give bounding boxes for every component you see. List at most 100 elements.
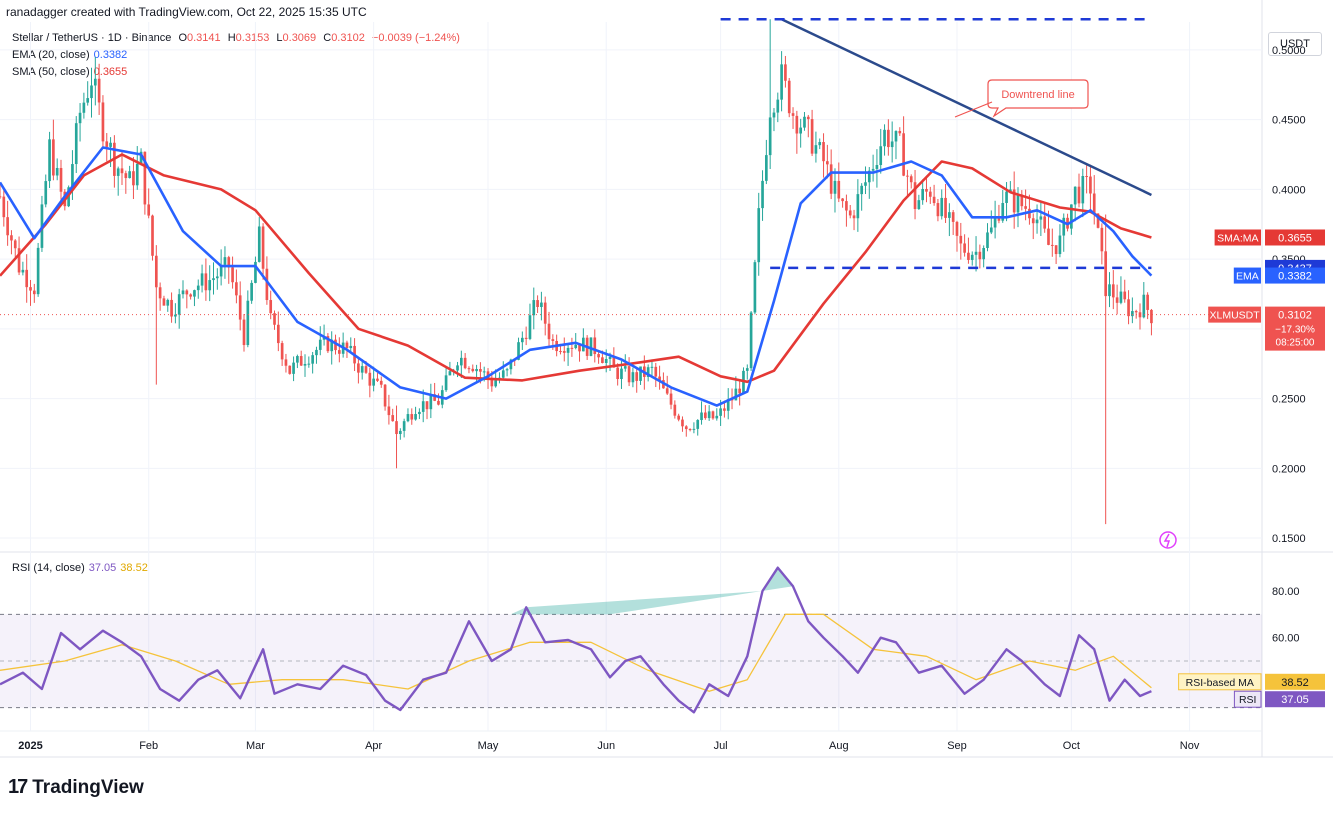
- candle-body: [665, 388, 669, 394]
- rsi-label-tag-text: RSI-based MA: [1186, 677, 1254, 689]
- candle-body: [154, 255, 158, 288]
- candle-body: [639, 366, 642, 381]
- candle-body: [883, 129, 886, 147]
- high-label: H: [227, 32, 236, 44]
- candle-body: [284, 359, 288, 366]
- candle-body: [528, 315, 532, 339]
- candle-body: [1108, 284, 1111, 297]
- rsi-label-box: [1265, 673, 1325, 690]
- candle-body: [704, 412, 707, 419]
- candle-body: [78, 112, 82, 124]
- candle-body: [955, 221, 959, 236]
- candle-body: [429, 394, 433, 410]
- candle-body: [932, 196, 936, 204]
- candle-body: [82, 102, 86, 113]
- candle-body: [1104, 251, 1108, 297]
- candle-body: [860, 185, 864, 195]
- high-value: 0.3153: [235, 32, 270, 44]
- candle-body: [21, 269, 25, 273]
- price-tick-label: 0.2500: [1272, 394, 1306, 406]
- symbol-name: Stellar / TetherUS · 1D · Binance: [12, 32, 172, 44]
- candle-body: [620, 368, 623, 380]
- candle-body: [829, 164, 833, 194]
- candle-body: [654, 366, 658, 377]
- candle-body: [768, 117, 772, 156]
- candle-body: [292, 362, 295, 374]
- rsi-tick-label: 80.00: [1272, 586, 1300, 598]
- candle-body: [822, 142, 825, 162]
- candle-body: [448, 371, 452, 376]
- candle-body: [1039, 216, 1043, 220]
- candle-body: [967, 252, 970, 260]
- candle-body: [360, 366, 364, 373]
- chart-attribution: ranadagger created with TradingView.com,…: [6, 5, 367, 19]
- candle-body: [1089, 176, 1092, 194]
- symbol-legend: Stellar / TetherUS · 1D · Binance O0.314…: [12, 32, 460, 44]
- candle-body: [795, 115, 799, 134]
- candle-body: [684, 426, 688, 430]
- candle-body: [219, 264, 223, 277]
- time-tick-label: 2025: [18, 740, 42, 752]
- currency-button[interactable]: USDT: [1268, 32, 1322, 56]
- candle-body: [208, 280, 212, 291]
- price-label-box: [1265, 267, 1325, 284]
- candle-body: [1146, 294, 1149, 310]
- candle-body: [959, 235, 963, 244]
- rsi-tick-label: 60.00: [1272, 633, 1300, 645]
- candle-body: [696, 420, 700, 429]
- candle-body: [170, 299, 173, 317]
- candle-body: [177, 294, 181, 315]
- candle-body: [406, 414, 410, 422]
- price-label-box: [1265, 306, 1325, 351]
- candle-body: [597, 354, 600, 358]
- candle-body: [974, 251, 978, 255]
- candle-body: [757, 208, 761, 263]
- rsi-label-tag-text: RSI: [1239, 694, 1257, 706]
- candle-body: [784, 64, 787, 81]
- candle-body: [1001, 202, 1005, 221]
- candle-body: [951, 212, 955, 222]
- candle-body: [745, 368, 749, 371]
- candle-body: [337, 350, 341, 354]
- candle-body: [826, 161, 829, 165]
- candle-body: [1031, 218, 1035, 224]
- candle-body: [723, 408, 726, 411]
- candle-body: [963, 243, 966, 253]
- candle-body: [1127, 299, 1130, 317]
- candle-body: [635, 372, 639, 381]
- candle-body: [456, 365, 459, 371]
- candle-body: [36, 247, 40, 295]
- candle-body: [772, 112, 776, 118]
- time-tick-label: Nov: [1180, 740, 1200, 752]
- candle-body: [970, 254, 974, 260]
- candle-body: [1047, 228, 1050, 245]
- rsi-label-tag: [1178, 673, 1262, 691]
- candle-body: [536, 300, 539, 307]
- candle-body: [505, 369, 509, 371]
- candle-body: [48, 139, 51, 182]
- candle-body: [124, 173, 128, 179]
- candle-body: [261, 226, 265, 269]
- candle-body: [921, 188, 925, 201]
- candle-body: [158, 287, 162, 299]
- low-label: L: [276, 32, 283, 44]
- candle-body: [288, 365, 292, 374]
- tradingview-logo-text: TradingView: [32, 776, 144, 798]
- candle-body: [425, 401, 429, 410]
- candle-body: [673, 404, 677, 416]
- candle-body: [601, 357, 604, 363]
- candle-body: [265, 268, 269, 301]
- candle-body: [391, 415, 395, 422]
- candle-body: [1119, 291, 1123, 303]
- candle-body: [86, 98, 90, 103]
- candle-body: [467, 368, 471, 370]
- candle-body: [97, 78, 101, 103]
- candle-body: [570, 347, 574, 349]
- candle-body: [74, 123, 78, 165]
- candle-body: [761, 180, 764, 209]
- candle-body: [345, 342, 349, 349]
- rsi-ma-legend-value: 38.52: [120, 562, 148, 574]
- candle-body: [944, 197, 947, 218]
- ema-legend: EMA (20, close) 0.3382: [12, 49, 127, 61]
